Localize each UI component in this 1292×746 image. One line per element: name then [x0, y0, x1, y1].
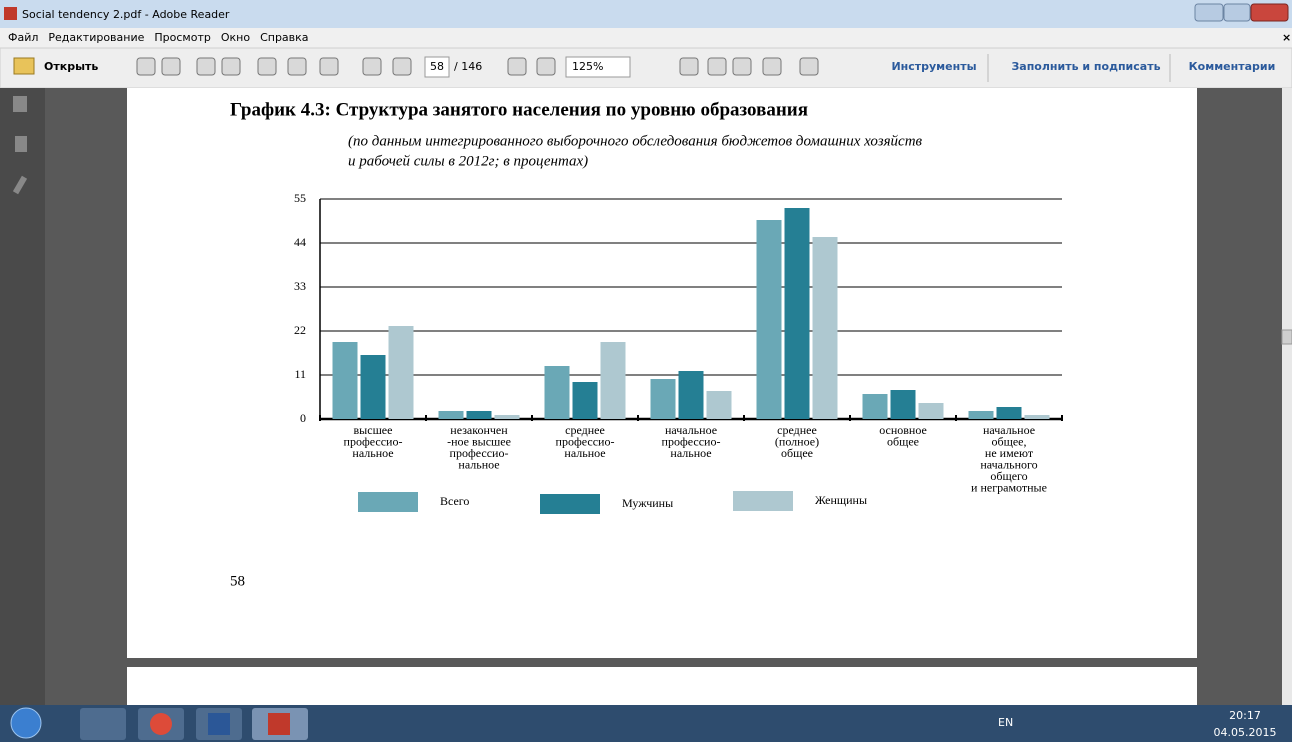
bar [997, 407, 1022, 419]
page-count: / 146 [454, 60, 482, 73]
y-tick-label: 0 [300, 411, 306, 425]
toolbar-icon[interactable] [288, 58, 306, 75]
toolbar-icon[interactable] [708, 58, 726, 75]
fill-sign-tab[interactable]: Заполнить и подписать [1011, 60, 1160, 73]
bar [757, 220, 782, 419]
bar [389, 326, 414, 419]
toolbar-icon[interactable] [137, 58, 155, 75]
menu-close[interactable]: × [1282, 31, 1291, 44]
bar [467, 411, 492, 419]
toolbar-icon[interactable] [258, 58, 276, 75]
reader-icon [268, 713, 290, 735]
bar [679, 371, 704, 419]
toolbar-icon[interactable] [800, 58, 818, 75]
toolbar-icon[interactable] [162, 58, 180, 75]
bar [919, 403, 944, 419]
pdf-page [127, 88, 1197, 658]
bookmarks-icon[interactable] [15, 136, 27, 152]
bar [333, 342, 358, 419]
toolbar-icon[interactable] [537, 58, 555, 75]
toolbar-icon[interactable] [363, 58, 381, 75]
menu-item[interactable]: Редактирование [48, 31, 144, 44]
toolbar-icon[interactable] [680, 58, 698, 75]
window-title: Social tendency 2.pdf - Adobe Reader [22, 8, 230, 21]
chart-subtitle: и рабочей силы в 2012г; в процентах) [348, 153, 588, 169]
x-tick-label: и неграмотные [971, 480, 1047, 494]
bar [495, 415, 520, 419]
screen: Social tendency 2.pdf - Adobe Reader Фай… [0, 0, 1292, 742]
y-tick-label: 44 [294, 235, 306, 249]
page-footer-number: 58 [230, 573, 245, 589]
bar [969, 411, 994, 419]
tools-tab[interactable]: Инструменты [891, 60, 976, 73]
bar [573, 382, 598, 419]
scrollbar[interactable] [1282, 88, 1292, 705]
open-button[interactable]: Открыть [44, 60, 98, 73]
legend-swatch [358, 492, 418, 512]
bar [813, 237, 838, 419]
toolbar-icon[interactable] [763, 58, 781, 75]
menu-item[interactable]: Файл [8, 31, 38, 44]
chrome-icon [150, 713, 172, 735]
x-tick-label: общее [887, 434, 919, 448]
toolbar-icon[interactable] [393, 58, 411, 75]
bar [439, 411, 464, 419]
bar [707, 391, 732, 419]
toolbar-icon[interactable] [197, 58, 215, 75]
chart-subtitle: (по данным интегрированного выборочного … [348, 133, 923, 149]
bar [651, 379, 676, 419]
menu-item[interactable]: Просмотр [154, 31, 210, 44]
bar [1025, 415, 1050, 419]
toolbar-icon[interactable] [222, 58, 240, 75]
pdf-next-page [127, 667, 1197, 705]
toolbar-icon[interactable] [508, 58, 526, 75]
x-tick-label: нальное [564, 446, 605, 460]
x-tick-label: нальное [352, 446, 393, 460]
start-button[interactable] [11, 708, 41, 738]
open-icon[interactable] [14, 58, 34, 74]
close-button[interactable] [1251, 4, 1288, 21]
x-tick-label: общее [781, 446, 813, 460]
legend-swatch [733, 491, 793, 511]
clock-time[interactable]: 20:17 [1229, 709, 1261, 722]
chart-title: График 4.3: Структура занятого населения… [230, 99, 808, 120]
y-tick-label: 33 [294, 279, 306, 293]
x-tick-label: нальное [670, 446, 711, 460]
y-tick-label: 11 [294, 367, 306, 381]
word-icon [208, 713, 230, 735]
y-tick-label: 22 [294, 323, 306, 337]
pages-icon[interactable] [13, 96, 27, 112]
toolbar-icon[interactable] [320, 58, 338, 75]
language-indicator[interactable]: EN [998, 716, 1013, 729]
minimize-button[interactable] [1195, 4, 1223, 21]
x-tick-label: нальное [458, 457, 499, 471]
bar [891, 390, 916, 419]
toolbar-icon[interactable] [733, 58, 751, 75]
clock-date[interactable]: 04.05.2015 [1214, 726, 1277, 739]
bar [545, 366, 570, 419]
y-tick-label: 55 [294, 191, 306, 205]
legend-swatch [540, 494, 600, 514]
bar [785, 208, 810, 419]
bar [361, 355, 386, 419]
maximize-button[interactable] [1224, 4, 1250, 21]
legend-label: Всего [440, 494, 469, 508]
app-icon [4, 7, 17, 20]
zoom-value[interactable]: 125% [572, 60, 603, 73]
legend-label: Мужчины [622, 496, 673, 510]
comments-tab[interactable]: Комментарии [1189, 60, 1276, 73]
taskbar [0, 705, 1292, 742]
page-number-field[interactable]: 58 [430, 60, 444, 73]
menu-item[interactable]: Справка [260, 31, 308, 44]
scroll-thumb[interactable] [1282, 330, 1292, 344]
menu-item[interactable]: Окно [221, 31, 250, 44]
legend-label: Женщины [815, 493, 867, 507]
bar [601, 342, 626, 419]
taskbar-explorer[interactable] [80, 708, 126, 740]
bar [863, 394, 888, 419]
